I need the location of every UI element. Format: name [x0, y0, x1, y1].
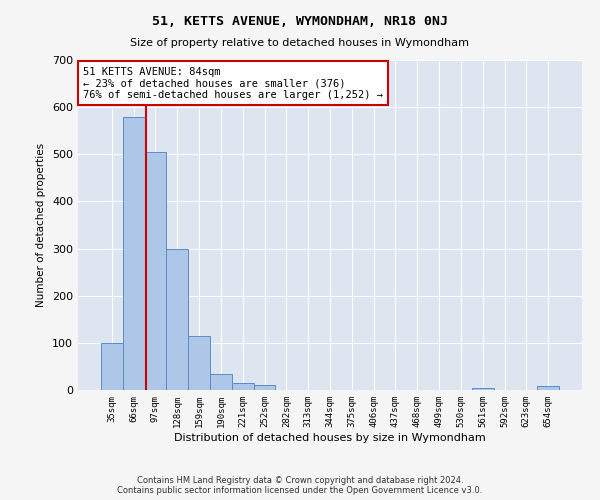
Bar — [210, 374, 232, 390]
Bar — [166, 248, 188, 390]
X-axis label: Distribution of detached houses by size in Wymondham: Distribution of detached houses by size … — [174, 432, 486, 442]
Bar — [188, 336, 210, 390]
Bar — [472, 388, 494, 390]
Bar — [123, 116, 145, 390]
Bar — [254, 386, 275, 390]
Bar — [145, 152, 166, 390]
Y-axis label: Number of detached properties: Number of detached properties — [37, 143, 46, 307]
Text: 51, KETTS AVENUE, WYMONDHAM, NR18 0NJ: 51, KETTS AVENUE, WYMONDHAM, NR18 0NJ — [152, 15, 448, 28]
Bar — [101, 343, 123, 390]
Text: Contains HM Land Registry data © Crown copyright and database right 2024.
Contai: Contains HM Land Registry data © Crown c… — [118, 476, 482, 495]
Bar — [232, 383, 254, 390]
Text: 51 KETTS AVENUE: 84sqm
← 23% of detached houses are smaller (376)
76% of semi-de: 51 KETTS AVENUE: 84sqm ← 23% of detached… — [83, 66, 383, 100]
Text: Size of property relative to detached houses in Wymondham: Size of property relative to detached ho… — [131, 38, 470, 48]
Bar — [537, 386, 559, 390]
